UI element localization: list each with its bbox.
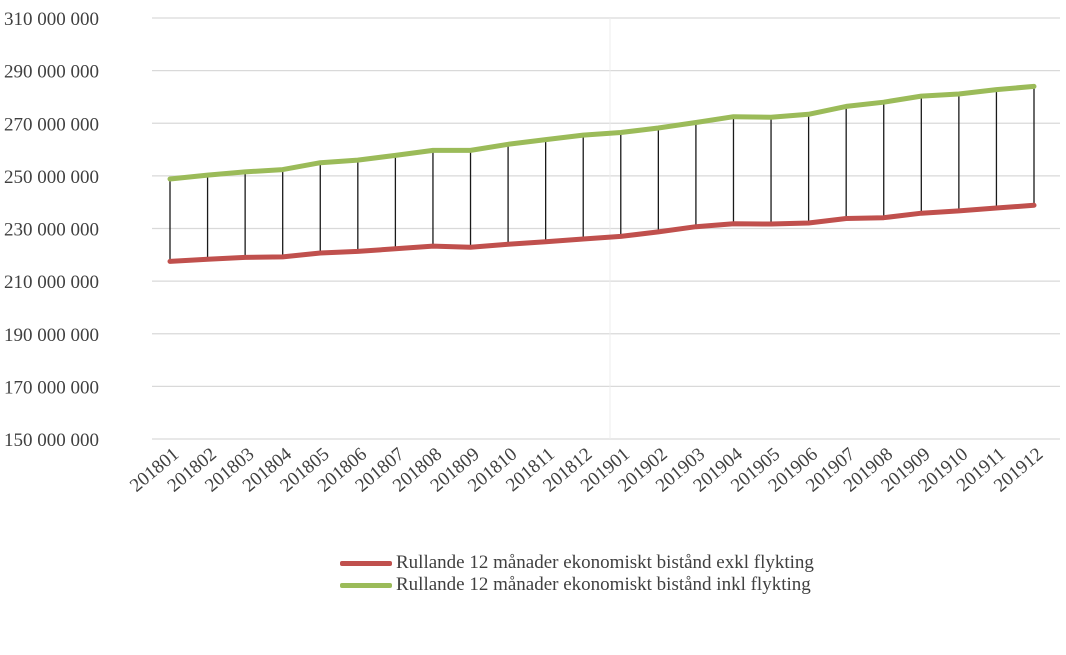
series-line-exkl (167, 202, 1037, 264)
legend-item-exkl: Rullande 12 månader ekonomiskt bistånd e… (340, 552, 826, 574)
y-tick-label: 210 000 000 (4, 272, 99, 293)
y-tick-label: 250 000 000 (4, 167, 99, 188)
legend-item-inkl: Rullande 12 månader ekonomiskt bistånd i… (340, 574, 826, 596)
x-axis: 2018012018022018032018042018052018062018… (126, 443, 1047, 496)
y-tick-label: 270 000 000 (4, 114, 99, 135)
y-tick-label: 230 000 000 (4, 220, 99, 241)
series-line-inkl (167, 83, 1037, 182)
legend-swatch-exkl (340, 561, 392, 566)
legend-label-exkl: Rullande 12 månader ekonomiskt bistånd e… (396, 552, 814, 573)
legend: Rullande 12 månader ekonomiskt bistånd e… (340, 552, 826, 596)
drop-lines (169, 86, 1035, 262)
legend-swatch-inkl (340, 583, 392, 588)
y-tick-label: 190 000 000 (4, 325, 99, 346)
y-axis: 150 000 000 170 000 000 190 000 000 210 000… (4, 9, 99, 451)
legend-label-inkl: Rullande 12 månader ekonomiskt bistånd i… (396, 574, 811, 595)
y-tick-label: 150 000 000 (4, 430, 99, 451)
line-chart: 150 000 000 170 000 000 190 000 000 210 000… (4, 9, 1060, 496)
series-lines (167, 83, 1037, 264)
gridlines (152, 17, 1060, 440)
y-tick-label: 290 000 000 (4, 62, 99, 83)
y-tick-label: 310 000 000 (4, 9, 99, 30)
y-tick-label: 170 000 000 (4, 377, 99, 398)
